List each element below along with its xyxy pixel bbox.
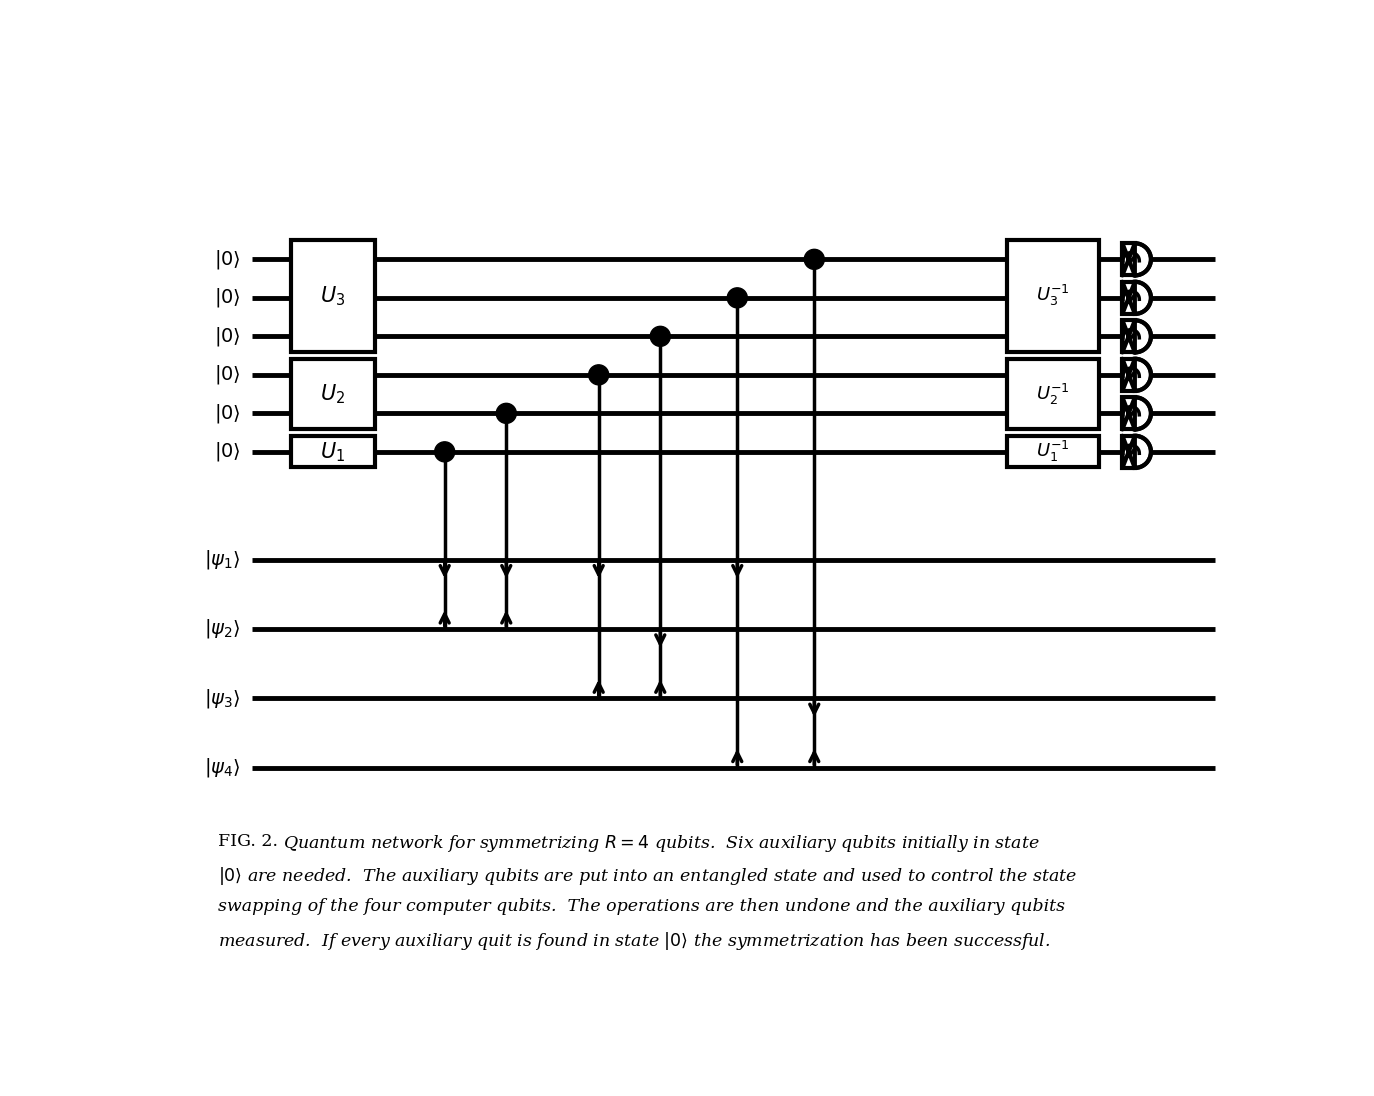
Wedge shape <box>1135 358 1151 391</box>
Circle shape <box>588 365 609 385</box>
Text: $|0\rangle$: $|0\rangle$ <box>214 324 240 347</box>
Text: $|\psi_3\rangle$: $|\psi_3\rangle$ <box>205 687 240 710</box>
Bar <box>1007 240 1099 352</box>
Bar <box>1123 358 1135 391</box>
Wedge shape <box>1135 282 1151 313</box>
Text: FIG. 2.: FIG. 2. <box>217 833 289 850</box>
Bar <box>291 359 375 429</box>
Bar <box>1123 320 1135 353</box>
Text: $|\psi_2\rangle$: $|\psi_2\rangle$ <box>205 617 240 640</box>
Text: $|0\rangle$: $|0\rangle$ <box>214 402 240 425</box>
Wedge shape <box>1135 397 1151 430</box>
Text: $U_3$: $U_3$ <box>320 284 346 308</box>
Circle shape <box>434 442 455 461</box>
Text: $|0\rangle$: $|0\rangle$ <box>214 441 240 464</box>
Text: Quantum network for symmetrizing $R = 4$ qubits.  Six auxiliary qubits initially: Quantum network for symmetrizing $R = 4$… <box>283 833 1040 854</box>
Text: $|0\rangle$: $|0\rangle$ <box>214 364 240 387</box>
Bar <box>1123 243 1135 275</box>
Bar <box>1007 436 1099 467</box>
Bar <box>1123 282 1135 313</box>
Text: $U_2$: $U_2$ <box>320 383 346 406</box>
Text: $|\psi_1\rangle$: $|\psi_1\rangle$ <box>205 548 240 571</box>
Circle shape <box>727 288 747 308</box>
Bar <box>291 436 375 467</box>
Text: $|0\rangle$ are needed.  The auxiliary qubits are put into an entangled state an: $|0\rangle$ are needed. The auxiliary qu… <box>217 866 1077 888</box>
Wedge shape <box>1135 436 1151 468</box>
Wedge shape <box>1135 320 1151 353</box>
Text: measured.  If every auxiliary quit is found in state $|0\rangle$ the symmetrizat: measured. If every auxiliary quit is fou… <box>217 931 1050 952</box>
Circle shape <box>650 327 671 346</box>
Wedge shape <box>1135 243 1151 275</box>
Text: $U_1^{-1}$: $U_1^{-1}$ <box>1036 439 1070 465</box>
Text: $U_2^{-1}$: $U_2^{-1}$ <box>1036 381 1070 407</box>
Text: $U_3^{-1}$: $U_3^{-1}$ <box>1036 284 1070 308</box>
Text: $|0\rangle$: $|0\rangle$ <box>214 248 240 271</box>
Text: swapping of the four computer qubits.  The operations are then undone and the au: swapping of the four computer qubits. Th… <box>217 898 1065 915</box>
Bar <box>1123 436 1135 468</box>
Text: $|0\rangle$: $|0\rangle$ <box>214 286 240 309</box>
Bar <box>1007 359 1099 429</box>
Circle shape <box>804 249 824 270</box>
Text: $|\psi_4\rangle$: $|\psi_4\rangle$ <box>205 756 240 779</box>
Text: $U_1$: $U_1$ <box>320 439 346 464</box>
Circle shape <box>496 403 517 423</box>
Bar <box>291 240 375 352</box>
Bar <box>1123 397 1135 430</box>
